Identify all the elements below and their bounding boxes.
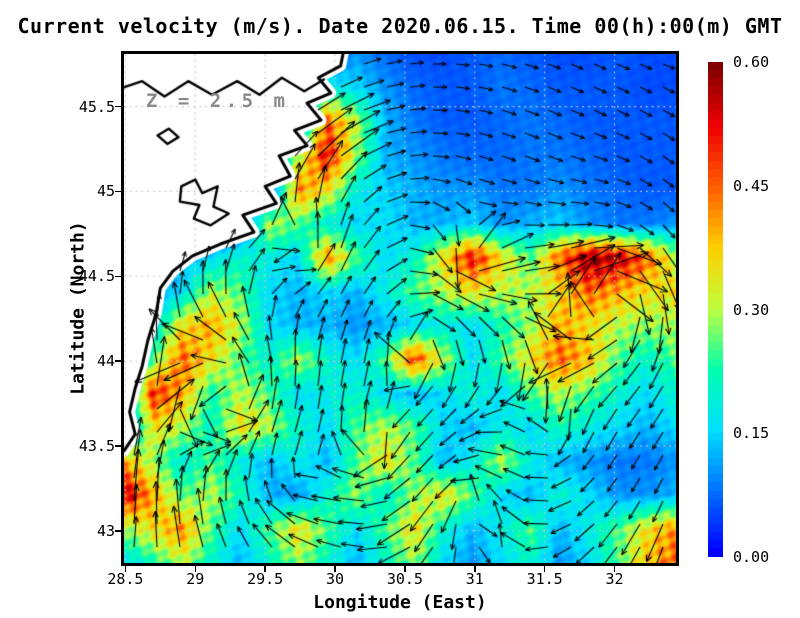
x-tick-label: 29.5: [247, 570, 284, 588]
velocity-heatmap-canvas: [124, 54, 676, 563]
x-tick-label: 28.5: [107, 570, 144, 588]
y-tick-mark: [115, 445, 121, 447]
x-tick-label: 29: [186, 570, 205, 588]
y-tick-mark: [115, 360, 121, 362]
x-tick-label: 32: [605, 570, 624, 588]
x-axis-label: Longitude (East): [313, 592, 487, 613]
x-tick-label: 30: [325, 570, 345, 588]
y-tick-mark: [115, 530, 121, 532]
x-tick-mark: [474, 566, 476, 572]
x-tick-label: 30.5: [386, 570, 423, 588]
colorbar-tick-label: 0.15: [733, 424, 770, 443]
x-tick-mark: [334, 566, 336, 572]
colorbar-tick-label: 0.00: [733, 548, 770, 566]
y-tick-label: 45: [96, 182, 115, 201]
x-tick-mark: [543, 566, 546, 572]
x-tick-mark: [124, 566, 127, 572]
colorbar-gradient: [708, 62, 723, 557]
map-plot-frame: [121, 51, 679, 566]
plot-title: Current velocity (m/s). Date 2020.06.15.…: [17, 14, 783, 38]
x-tick-label: 31.5: [526, 570, 563, 588]
colorbar-tick-label: 0.45: [733, 176, 770, 195]
y-tick-mark: [115, 105, 121, 108]
y-tick-mark: [115, 275, 121, 277]
y-tick-label: 43.5: [78, 436, 115, 455]
x-tick-mark: [613, 566, 616, 572]
y-tick-label: 44: [96, 352, 115, 371]
x-tick-mark: [194, 566, 197, 572]
x-tick-mark: [264, 566, 266, 572]
x-tick-label: 31: [465, 570, 484, 588]
y-tick-mark: [115, 190, 121, 193]
y-tick-label: 43: [96, 521, 115, 540]
colorbar-tick-label: 0.30: [733, 300, 770, 319]
y-tick-label: 45.5: [78, 97, 115, 116]
colorbar-tick-label: 0.60: [733, 53, 770, 71]
x-tick-mark: [404, 566, 406, 572]
y-tick-label: 44.5: [78, 267, 115, 286]
depth-annotation: Z = 2.5 m: [146, 90, 290, 112]
